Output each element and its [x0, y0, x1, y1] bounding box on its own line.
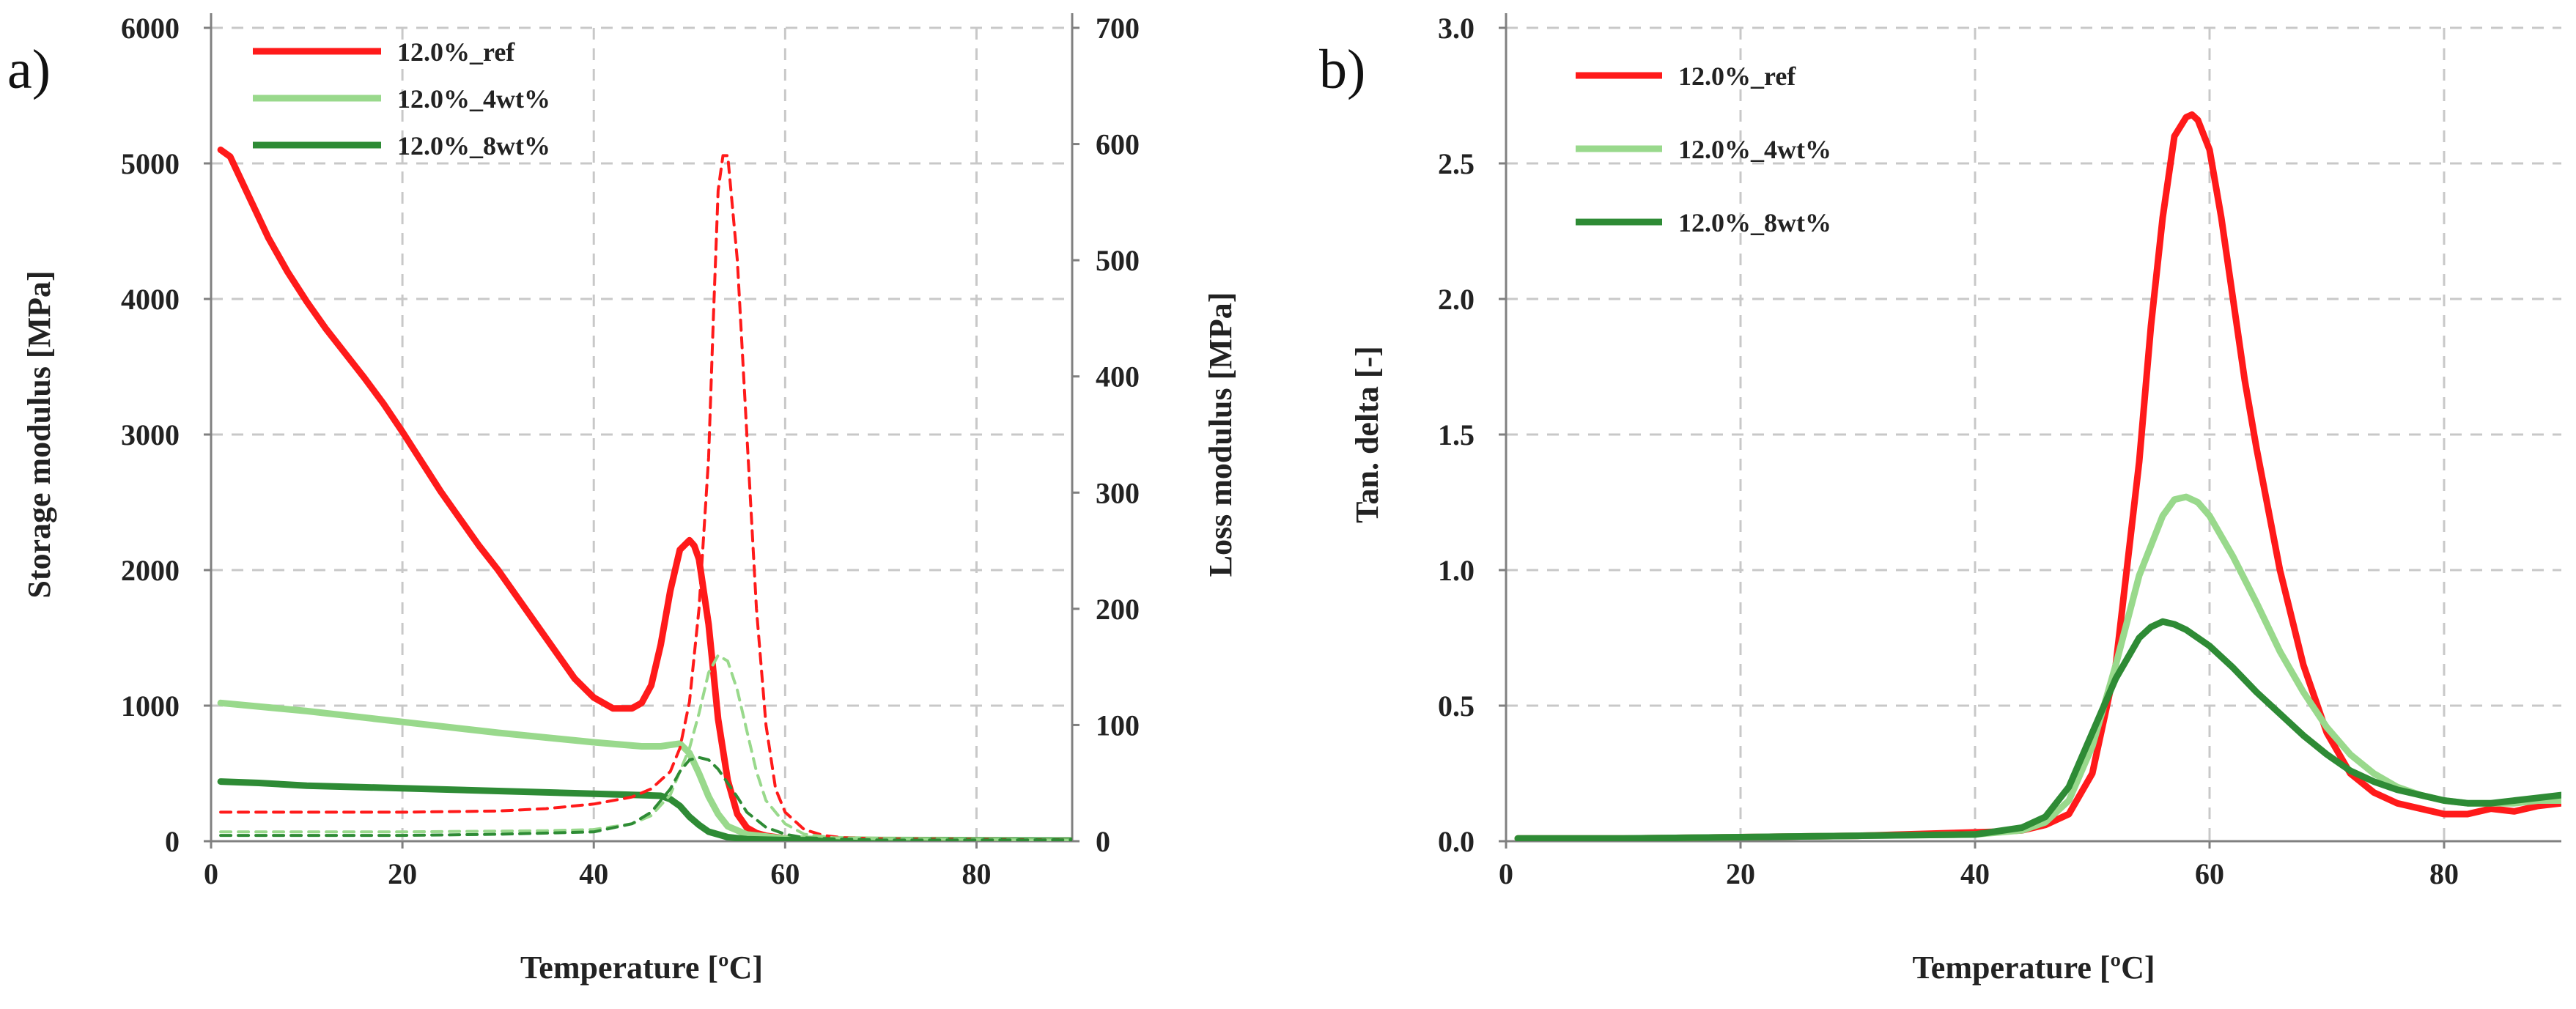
x-tick-label: 80	[962, 857, 991, 890]
x-tick-label: 20	[1726, 857, 1755, 890]
y-tick-label: 0	[165, 825, 180, 858]
x-tick-label: 0	[1499, 857, 1513, 890]
y2-tick-label: 200	[1096, 593, 1140, 626]
panel-a-chart: a) 0 20 40 60 80 0 1000 2000 3000 4000 5000 6000 0 100…	[7, 12, 1239, 986]
series-line-12-0-8wt	[217, 778, 1072, 841]
panel-label: a)	[7, 39, 51, 100]
series-line-12-0-4wt-loss	[219, 654, 1072, 841]
y2-tick-label: 100	[1096, 709, 1140, 742]
y-tick-label: 5000	[121, 147, 180, 180]
y-tick-label: 3000	[121, 418, 180, 451]
y-tick-label: 2.5	[1438, 147, 1475, 180]
x-tick-label: 60	[2195, 857, 2224, 890]
series-line-12-0-ref-loss	[219, 154, 1072, 841]
y-axis-title: Storage modulus [MPa]	[21, 270, 57, 598]
y-tick-label: 4000	[121, 283, 180, 316]
panel-label: b)	[1319, 39, 1365, 100]
y2-tick-label: 600	[1096, 128, 1140, 161]
x-tick-label: 20	[388, 857, 417, 890]
x-tick-label: 40	[1960, 857, 1990, 890]
legend-label: 12.0%_ref	[1678, 62, 1796, 91]
y2-axis-title: Loss modulus [MPa]	[1203, 292, 1239, 577]
series-line-12-0-8wt-loss	[219, 755, 1072, 841]
y2-tick-label: 0	[1096, 825, 1110, 858]
legend-label: 12.0%_4wt%	[1678, 135, 1831, 164]
y-tick-label: 6000	[121, 12, 180, 45]
series-line-12-0-8wt	[1514, 618, 2561, 841]
y-tick-label: 1.5	[1438, 418, 1475, 451]
y-tick-label: 1000	[121, 690, 180, 722]
y2-tick-label: 300	[1096, 476, 1140, 509]
x-axis-title: Temperature [ºC]	[520, 950, 763, 986]
y-axis-title: Tan. delta [-]	[1349, 346, 1385, 523]
series-line-12-0-4wt	[217, 699, 1072, 841]
y-tick-label: 2.0	[1438, 283, 1475, 316]
y2-tick-label: 400	[1096, 361, 1140, 393]
y2-tick-label: 500	[1096, 244, 1140, 277]
x-tick-label: 80	[2429, 857, 2459, 890]
x-tick-label: 40	[579, 857, 608, 890]
series-line-12-0-ref	[217, 147, 1072, 841]
y-tick-label: 3.0	[1438, 12, 1475, 45]
series-line-12-0-4wt	[1514, 493, 2561, 841]
series-line-12-0-ref	[1514, 111, 2561, 841]
x-axis-title: Temperature [ºC]	[1912, 950, 2155, 986]
legend-label: 12.0%_4wt%	[397, 84, 550, 114]
legend-label: 12.0%_8wt%	[1678, 208, 1831, 237]
legend-label: 12.0%_8wt%	[397, 131, 550, 160]
x-tick-label: 60	[770, 857, 800, 890]
legend-label: 12.0%_ref	[397, 37, 515, 67]
y2-tick-label: 700	[1096, 12, 1140, 45]
y-tick-label: 1.0	[1438, 554, 1475, 587]
x-tick-label: 0	[204, 857, 218, 890]
y-tick-label: 0.0	[1438, 825, 1475, 858]
panel-b-chart: b) 0 20 40 60 80 0.0 0.5 1.0 1.5 2.0 2.5 3.0 Temperat…	[1319, 12, 2561, 986]
y-tick-label: 2000	[121, 554, 180, 587]
y-tick-label: 0.5	[1438, 690, 1475, 722]
